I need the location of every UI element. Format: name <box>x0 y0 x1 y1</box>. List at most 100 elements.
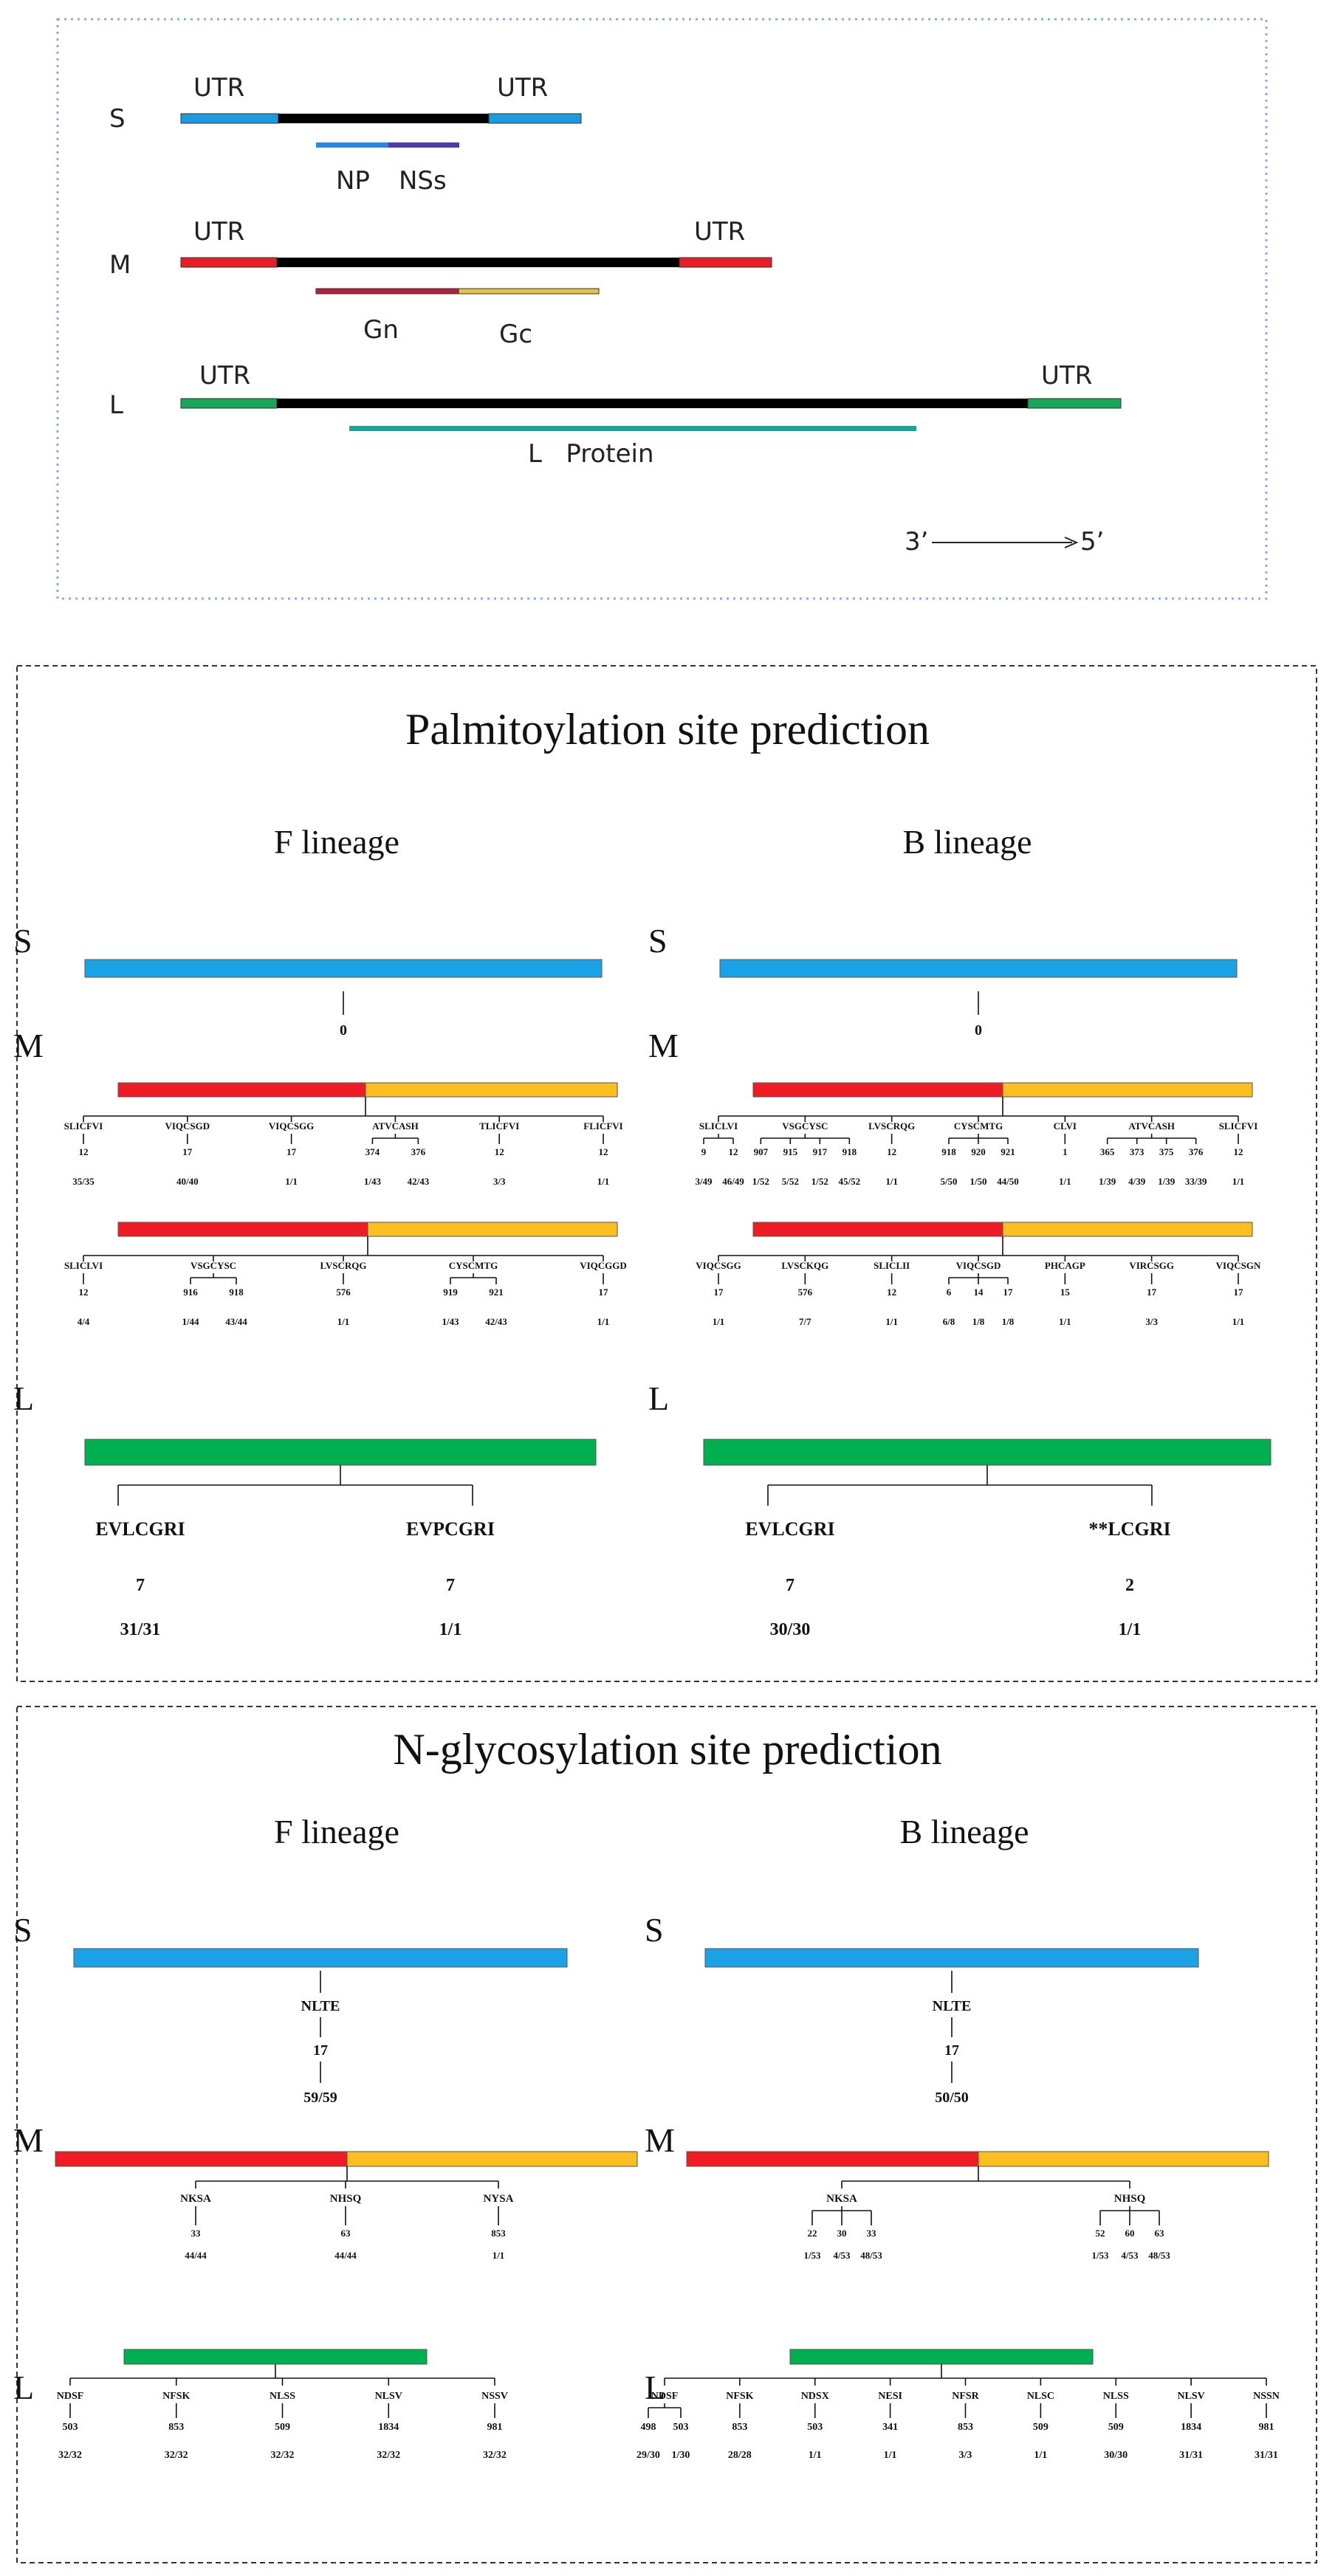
palm-f-m2-site-fraction: 43/44 <box>225 1316 247 1327</box>
glyco-f-s-site-motif: NLTE <box>301 1998 340 2014</box>
palm-b-m1-site-motif: CYSCMTG <box>954 1120 1003 1132</box>
palm-b-m1-site-position: 907 <box>754 1146 769 1157</box>
palm-f-m1-site-motif: ATVCASH <box>372 1120 419 1132</box>
palm-f-m2-site-motif: VSGCYSC <box>191 1260 236 1271</box>
palm-b-m1-site-position: 915 <box>783 1146 798 1157</box>
palm-f-m2-site-fraction: 4/4 <box>78 1316 90 1327</box>
palm-f-m1-site-fraction: 35/35 <box>72 1176 95 1187</box>
palm-b-m1-site-fraction: 5/50 <box>940 1176 957 1187</box>
palm-b-m2-site-fraction: 1/1 <box>1232 1316 1245 1327</box>
palm-b-m1-site-position: 12 <box>1234 1146 1243 1157</box>
glyco-b-l-site-motif: NDSF <box>651 2391 679 2402</box>
palm-b-m2-site-motif: VIQCSGN <box>1216 1260 1261 1271</box>
glyco-f-m-site-position: 33 <box>191 2228 202 2239</box>
glyco-f-m-site-fraction: 1/1 <box>493 2250 505 2261</box>
utr-bar-s-left <box>180 113 279 124</box>
direction-arrow-head <box>1064 537 1079 548</box>
segment-label-m: M <box>109 250 131 280</box>
glyco-b-l-site-fraction: 1/30 <box>672 2450 690 2461</box>
palm-f-m2-site-fraction: 1/1 <box>337 1316 350 1327</box>
glyco-b-l-site-position: 503 <box>673 2422 689 2433</box>
glyco-f-l-site-position: 503 <box>63 2422 78 2433</box>
palm-f-m2-site-position: 921 <box>489 1287 504 1298</box>
glyco-f-l-site-motif: NSSV <box>481 2391 508 2402</box>
palm-f-m1-site-position: 12 <box>599 1146 608 1157</box>
glyco-b-l-site-motif: NFSR <box>952 2391 979 2402</box>
glyco-b-s-bar <box>704 1948 1199 1968</box>
glyco-f-l-site-position: 981 <box>487 2422 503 2433</box>
glyco-b-seg-letter-m: M <box>645 2121 675 2159</box>
palm-f-seg-letter-l: L <box>13 1380 34 1417</box>
palm-f-l-site-fraction: 31/31 <box>120 1620 161 1639</box>
utr-bar-l-right <box>1027 398 1122 409</box>
glyco-b-m-gn-bar <box>686 2151 979 2167</box>
glyco-f-m-gc-bar <box>346 2151 638 2167</box>
palm-b-m1-site-position: 12 <box>729 1146 738 1157</box>
glyco-f-l-site-motif: NFSK <box>162 2391 190 2402</box>
glyco-b-m-site-fraction: 4/53 <box>833 2250 851 2261</box>
utr-label-m-left: UTR <box>193 217 244 247</box>
glyco-b-l-site-position: 503 <box>807 2422 823 2433</box>
genome-panel-frame <box>56 18 1268 600</box>
palm-b-m1-site-motif: VSGCYSC <box>782 1120 828 1132</box>
palm-f-m1-site-fraction: 3/3 <box>493 1176 506 1187</box>
palm-b-s-bar <box>719 959 1238 978</box>
palm-f-l-site-position: 7 <box>136 1576 145 1595</box>
glyco-f-lineage-label: F lineage <box>274 1813 399 1850</box>
glyco-f-l-site-fraction: 32/32 <box>377 2450 400 2461</box>
utr-label-l-right: UTR <box>1041 361 1092 390</box>
glyco-b-l-site-position: 509 <box>1033 2422 1049 2433</box>
glyco-f-l-site-fraction: 32/32 <box>483 2450 507 2461</box>
glyco-f-s-site-fraction: 59/59 <box>303 2090 337 2106</box>
glyco-b-m-site-fraction: 48/53 <box>860 2250 882 2261</box>
palm-b-m1-site-position: 918 <box>842 1146 857 1157</box>
glyco-f-l-site-position: 853 <box>168 2422 184 2433</box>
core-bar-s <box>278 114 489 123</box>
glyco-f-l-bar <box>123 2349 428 2365</box>
utr-bar-l-left <box>180 398 278 409</box>
palm-b-m2-site-fraction: 6/8 <box>943 1316 955 1327</box>
glyco-f-m-site-position: 63 <box>341 2228 351 2239</box>
glyco-b-s-site-motif: NLTE <box>933 1998 972 2014</box>
glyco-b-m-site-position: 63 <box>1155 2228 1165 2239</box>
palm-f-l-site-motif: EVPCGRI <box>406 1518 495 1540</box>
glyco-b-m-site-position: 33 <box>867 2228 877 2239</box>
glyco-f-m-site-fraction: 44/44 <box>185 2250 207 2261</box>
direction-arrow: 3’ 5’ <box>905 527 1104 557</box>
palm-b-m2-site-fraction: 3/3 <box>1145 1316 1158 1327</box>
palm-b-m2-site-motif: VIRCSGG <box>1129 1260 1174 1271</box>
glyco-b-m-site-motif: NKSA <box>826 2193 857 2205</box>
palm-f-l-site-fraction: 1/1 <box>439 1620 462 1639</box>
glyco-b-seg-letter-s: S <box>645 1911 664 1949</box>
glyco-f-s-site-position: 17 <box>313 2042 328 2059</box>
utr-label-m-right: UTR <box>694 217 745 247</box>
palm-b-m1-site-position: 1 <box>1063 1146 1068 1157</box>
palm-b-m1-site-fraction: 1/1 <box>1059 1176 1071 1187</box>
palm-b-m1-site-fraction: 1/52 <box>811 1176 828 1187</box>
glyco-b-m-site-motif: NHSQ <box>1114 2193 1146 2205</box>
glyco-b-m-site-fraction: 1/53 <box>803 2250 821 2261</box>
palm-b-l-site-motif: **LCGRI <box>1088 1518 1170 1540</box>
palmitoylation-title: Palmitoylation site prediction <box>405 705 930 754</box>
glyco-b-l-site-motif: NESI <box>878 2391 902 2402</box>
glyco-b-l-site-position: 853 <box>732 2422 747 2433</box>
palm-f-m1-site-motif: VIQCSGG <box>269 1120 314 1132</box>
palm-f-group: S M L 0 SLICFVI 12 35/35 VIQCSGD 17 40/40 VIQCSGG 1… <box>13 922 627 1639</box>
palm-b-m1-site-fraction: 1/1 <box>1232 1176 1245 1187</box>
glyco-f-m-site-position: 853 <box>491 2228 506 2239</box>
palm-f-m1-site-fraction: 40/40 <box>176 1176 199 1187</box>
palm-b-m1-site-position: 365 <box>1100 1146 1115 1157</box>
palm-b-m1-site-fraction: 4/39 <box>1128 1176 1146 1187</box>
palm-b-m1-site-fraction: 5/52 <box>782 1176 799 1187</box>
palm-b-m2-site-motif: LVSCKQG <box>781 1260 828 1271</box>
core-bar-l <box>277 399 1028 408</box>
gene-bar-gn <box>315 288 459 295</box>
palm-b-m2-site-position: 17 <box>1003 1287 1014 1298</box>
palm-f-m1-site-position: 17 <box>286 1146 297 1157</box>
palm-f-m1-site-position: 12 <box>79 1146 89 1157</box>
palm-f-m1-site-fraction: 1/43 <box>364 1176 382 1187</box>
glyco-b-l-site-motif: NSSN <box>1253 2391 1280 2402</box>
palm-f-m2-site-motif: VIQCGGD <box>580 1260 627 1271</box>
palm-f-m2-site-position: 576 <box>336 1287 351 1298</box>
